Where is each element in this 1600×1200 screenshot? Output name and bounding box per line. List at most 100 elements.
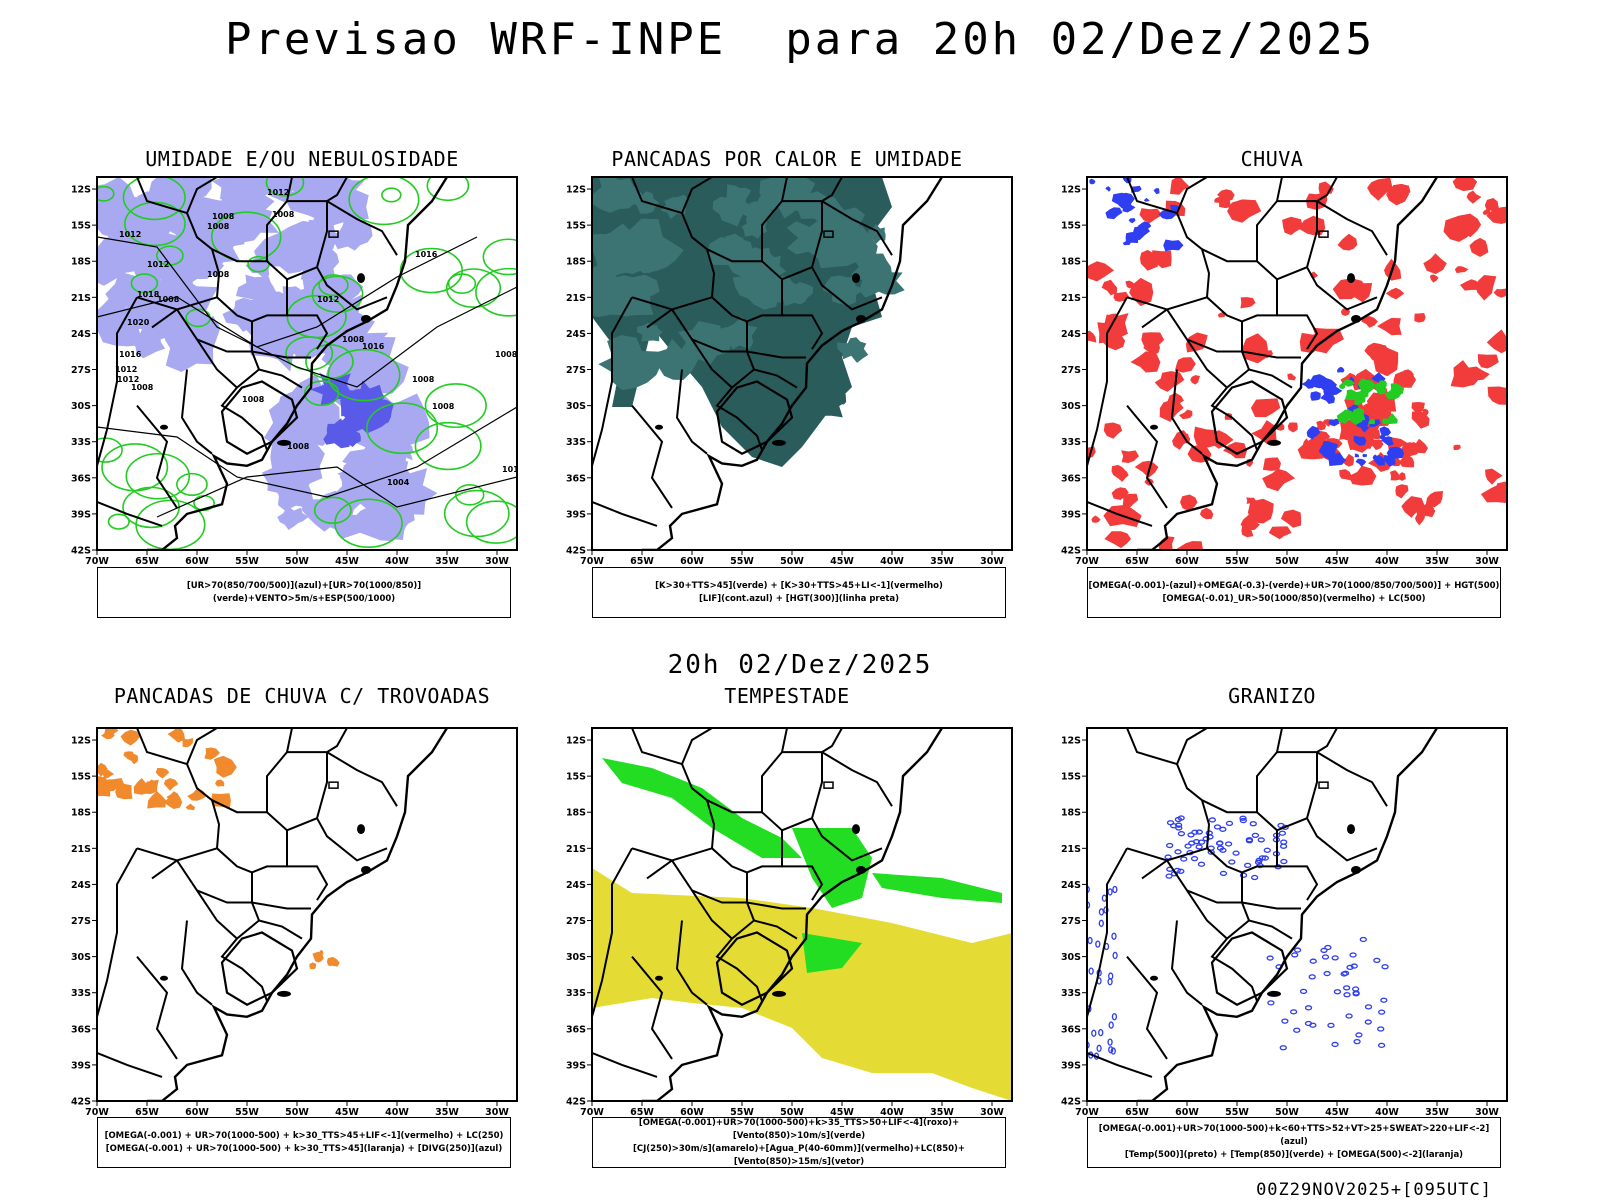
state-border bbox=[1276, 752, 1318, 832]
lon-tick-label: 65W bbox=[135, 1107, 159, 1118]
hail-contour bbox=[1107, 1038, 1113, 1046]
isobar-label: 1008 bbox=[495, 350, 518, 359]
low-level-humidity-contour bbox=[426, 177, 470, 202]
lon-tick-label: 30W bbox=[980, 556, 1004, 567]
legend-tempestade: [OMEGA(-0.001)+UR>70(1000-500)+k>35_TTS>… bbox=[592, 1117, 1006, 1168]
humidity-core bbox=[323, 418, 356, 449]
low-level-humidity-contour bbox=[381, 187, 402, 203]
state-border bbox=[97, 177, 268, 451]
humidity-area bbox=[260, 177, 307, 200]
state-border bbox=[1248, 919, 1293, 940]
lat-tick-label: 42S bbox=[71, 546, 91, 557]
state-border bbox=[631, 955, 673, 1060]
lat-tick-label: 18S bbox=[71, 257, 91, 268]
lat-tick-label: 12S bbox=[71, 736, 91, 747]
state-border bbox=[287, 177, 348, 203]
hail-contour bbox=[1208, 817, 1217, 823]
rain-area bbox=[1247, 498, 1274, 524]
lat-tick-label: 39S bbox=[566, 1060, 586, 1071]
lake-marker bbox=[361, 314, 371, 323]
hail-contour bbox=[1202, 836, 1210, 842]
hail-contour bbox=[1291, 952, 1299, 958]
hail-contour bbox=[1277, 822, 1285, 829]
hail-contour bbox=[1112, 885, 1118, 894]
lake-marker bbox=[1347, 824, 1355, 835]
state-border bbox=[781, 752, 823, 832]
lon-tick-label: 70W bbox=[85, 1107, 109, 1118]
isobar-label: 1008 bbox=[412, 375, 435, 384]
hail-contour bbox=[1263, 847, 1271, 853]
lat-tick-label: 24S bbox=[566, 329, 586, 340]
lat-tick-label: 27S bbox=[71, 916, 91, 927]
hail-contour bbox=[1378, 1009, 1386, 1015]
hail-contour bbox=[1321, 954, 1330, 960]
low-level-humidity-contour bbox=[176, 472, 208, 497]
lat-tick-label: 39S bbox=[1061, 1060, 1081, 1071]
state-border bbox=[592, 728, 763, 1002]
lagoa-dos-patos bbox=[277, 990, 291, 997]
state-border bbox=[746, 350, 806, 359]
lon-tick-label: 60W bbox=[680, 556, 704, 567]
omega-area bbox=[1153, 188, 1160, 195]
lat-tick-label: 33S bbox=[1061, 437, 1081, 448]
rain-area bbox=[1475, 275, 1497, 301]
rain-area bbox=[1154, 375, 1176, 392]
lat-tick-label: 12S bbox=[566, 185, 586, 196]
base-map bbox=[592, 728, 944, 1101]
state-border bbox=[1248, 368, 1293, 389]
state-border bbox=[681, 728, 713, 765]
lon-tick-label: 40W bbox=[880, 1107, 904, 1118]
lat-tick-label: 36S bbox=[1061, 473, 1081, 484]
state-border bbox=[151, 859, 178, 880]
state-border bbox=[1087, 177, 1258, 451]
state-border bbox=[326, 200, 398, 256]
isobar-label: 1008 bbox=[131, 383, 154, 392]
state-border bbox=[176, 308, 238, 389]
rain-area bbox=[1469, 237, 1489, 257]
lake-marker bbox=[1150, 975, 1158, 981]
hail-contour bbox=[1308, 974, 1316, 980]
thunderstorm-area bbox=[167, 728, 185, 743]
state-border bbox=[186, 177, 218, 214]
omega-area bbox=[1306, 425, 1321, 440]
hail-contour bbox=[1359, 936, 1367, 943]
lat-tick-label: 12S bbox=[71, 185, 91, 196]
hail-contour bbox=[1108, 972, 1114, 980]
humidity-area bbox=[299, 279, 348, 320]
rain-area bbox=[1477, 354, 1499, 369]
omega-area bbox=[1105, 186, 1111, 192]
rain-area bbox=[1240, 514, 1260, 531]
hail-contour bbox=[1239, 817, 1247, 824]
rain-area bbox=[1087, 446, 1096, 460]
hail-contour bbox=[1174, 822, 1183, 828]
state-border bbox=[176, 859, 238, 940]
state-border bbox=[1201, 248, 1278, 323]
state-border bbox=[287, 728, 348, 754]
state-border bbox=[1256, 728, 1283, 813]
wind-850-area bbox=[802, 933, 862, 973]
lat-tick-label: 42S bbox=[566, 546, 586, 557]
map-frame bbox=[96, 176, 518, 551]
legend-umidade: [UR>70(850/700/500)](azul)+[UR>70(1000/8… bbox=[97, 567, 511, 618]
state-border bbox=[631, 404, 673, 509]
low-level-humidity-contour bbox=[445, 268, 502, 309]
lon-tick-label: 55W bbox=[235, 1107, 259, 1118]
map-panel-umidade: 1008100810081008101210121008100810081004… bbox=[71, 176, 518, 567]
state-border bbox=[251, 350, 311, 359]
lon-tick-label: 45W bbox=[830, 556, 854, 567]
coastline bbox=[642, 177, 944, 550]
hail-contour bbox=[1091, 1029, 1097, 1037]
hail-contour bbox=[1280, 839, 1288, 845]
omega-area bbox=[1328, 455, 1347, 466]
lon-tick-label: 70W bbox=[580, 556, 604, 567]
instability-area bbox=[737, 375, 788, 412]
state-border bbox=[592, 847, 633, 1018]
rain-area bbox=[1496, 493, 1506, 501]
thunderstorm-area bbox=[182, 738, 194, 748]
page-title: Previsao WRF-INPE para 20h 02/Dez/2025 bbox=[224, 14, 1376, 65]
omega-area bbox=[1362, 453, 1367, 458]
lat-tick-label: 39S bbox=[71, 1060, 91, 1071]
hail-contour bbox=[1364, 1004, 1373, 1010]
